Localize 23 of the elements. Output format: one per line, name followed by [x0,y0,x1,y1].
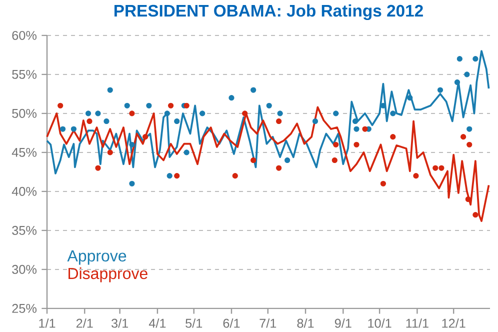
text: Approve [67,250,126,265]
x-tick-label: 10/1 [368,318,392,328]
y-tick-label: 55% [12,70,37,79]
x-tick-label: 5/1 [186,318,202,328]
text: Disapprove [68,267,148,282]
y-tick-label: 45% [12,148,37,157]
x-tick-label: 6/1 [223,318,240,328]
x-tick-label: 8/1 [297,318,314,328]
x-tick-label: 3/1 [112,318,128,328]
x-tick-label: 2/1 [76,318,93,328]
x-tick-label: 11/1 [406,318,428,328]
y-tick-label: 40% [12,186,37,196]
x-tick-label: 9/1 [334,318,352,328]
x-tick-label: 7/1 [260,318,276,328]
y-tick-label: 35% [12,226,37,235]
y-tick-label: 30% [12,264,37,274]
y-tick-label: 60% [12,30,37,40]
x-tick-label: 4/1 [148,318,166,328]
chart-title: PRESIDENT OBAMA: Job Ratings 2012 [114,4,423,20]
x-tick-label: 12/1 [442,318,466,328]
x-tick-label: 1/1 [39,318,56,328]
y-tick-label: 25% [12,304,37,313]
y-tick-label: 50% [12,108,37,118]
